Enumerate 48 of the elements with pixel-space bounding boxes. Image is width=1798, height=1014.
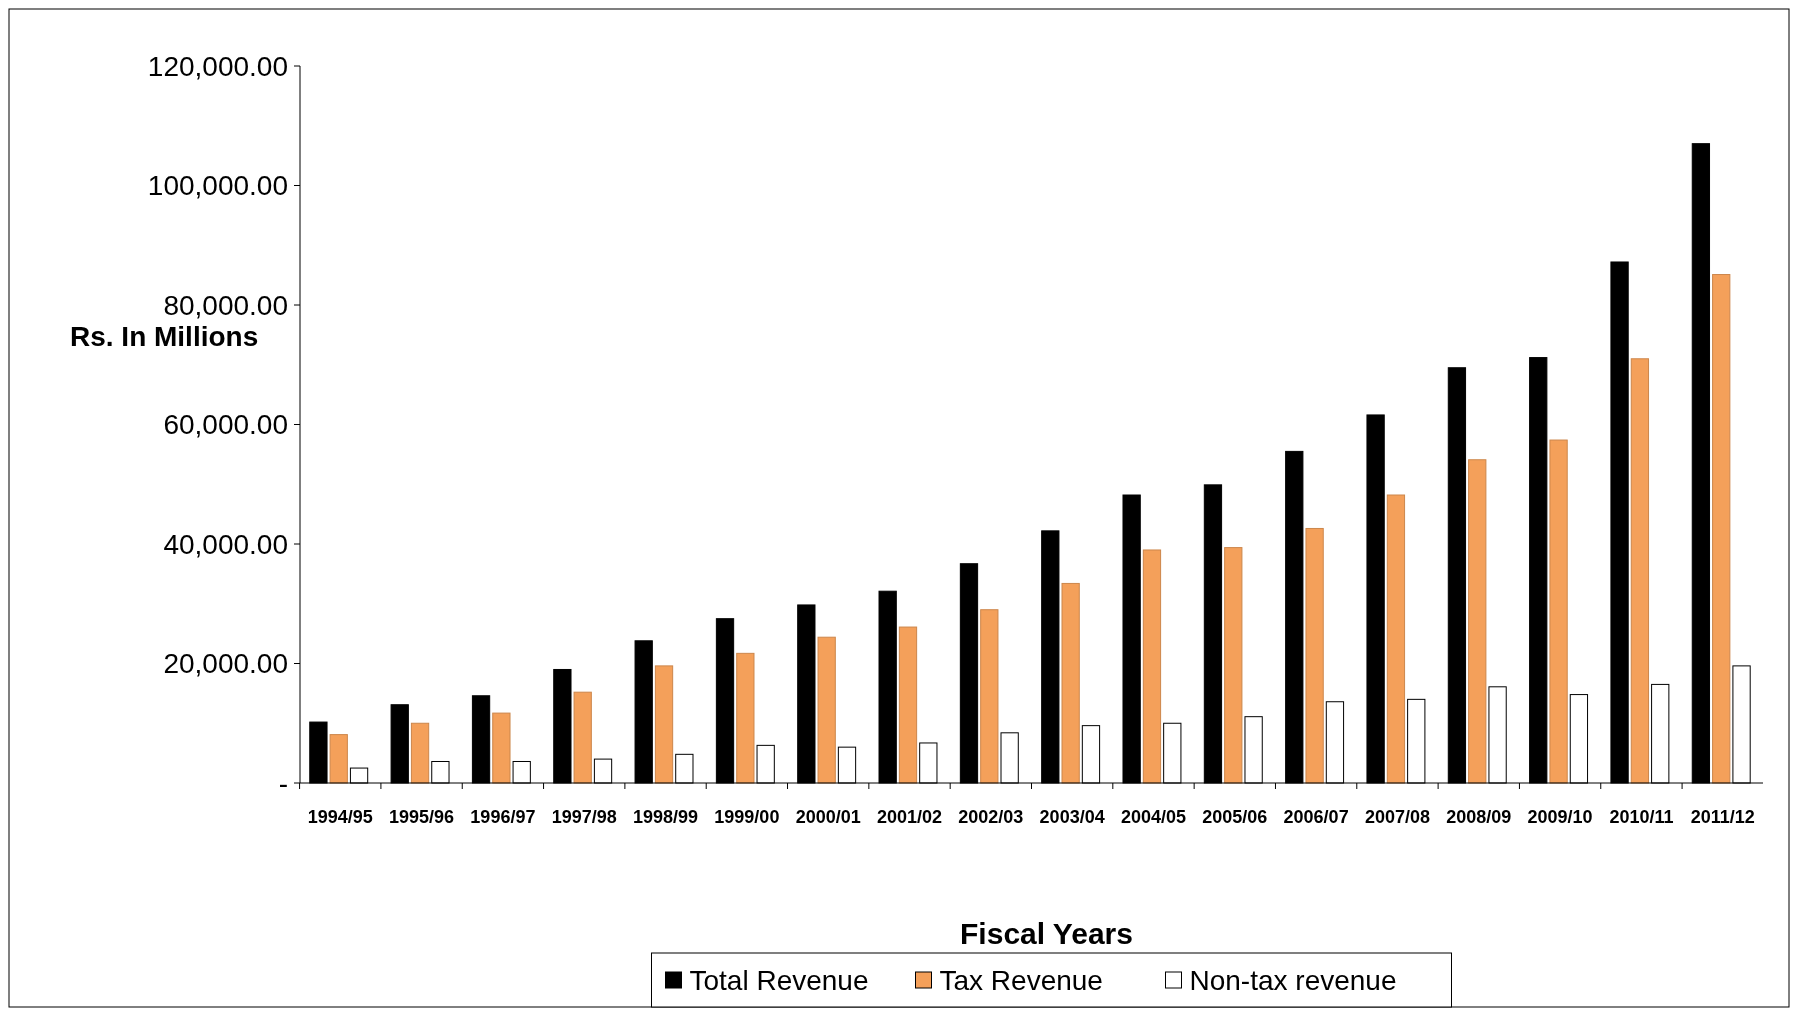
x-tick-label: 1994/95 [307,807,373,827]
bar [1224,547,1243,784]
y-axis-title: Rs. In Millions [70,321,259,352]
bar [1386,494,1406,784]
x-tick-label: 2004/05 [1120,807,1187,827]
x-tick-label: 1998/99 [633,807,699,827]
x-tick-label: 2011/12 [1690,807,1755,827]
legend-label: Tax Revenue [939,965,1103,996]
y-tick-label: 100,000.00 [147,170,288,202]
x-tick-label: 2009/10 [1527,807,1593,827]
bar [654,665,674,784]
bar [492,712,511,784]
bar [980,609,999,784]
bar [1549,439,1568,784]
bar [1305,527,1324,784]
y-tick-label: 20,000.00 [163,648,288,680]
legend-label: Non-tax revenue [1189,965,1397,996]
bar [1468,459,1487,784]
y-tick-label: 40,000.00 [163,528,288,560]
y-tick-label: - [278,767,288,799]
x-tick-label: 2001/02 [876,807,943,827]
bar [410,722,430,784]
x-axis-title: Fiscal Years [960,917,1133,950]
bar [1061,582,1080,784]
x-tick-label: 2006/07 [1283,807,1349,827]
y-tick-label: 80,000.00 [163,289,288,321]
x-tick-label: 2002/03 [958,807,1024,827]
bar [573,691,592,784]
x-tick-label: 1999/00 [714,807,780,827]
bar [1630,358,1650,784]
y-tick-label: 120,000.00 [147,50,288,82]
x-tick-label: 1995/96 [389,807,455,827]
y-tick-label: 60,000.00 [163,409,288,441]
legend-label: Total Revenue [689,965,869,996]
bar [329,734,348,784]
x-tick-label: 2010/11 [1609,807,1674,827]
x-tick-label: 2005/06 [1202,807,1268,827]
x-tick-label: 1997/98 [551,807,617,827]
x-tick-label: 2008/09 [1446,807,1512,827]
x-tick-label: 1996/97 [470,807,536,827]
x-tick-label: 2003/04 [1039,807,1105,827]
bar [817,636,836,784]
x-tick-label: 2000/01 [795,807,861,827]
x-tick-label: 2007/08 [1364,807,1430,827]
bar [1142,549,1162,784]
bar [898,626,918,784]
bar [736,652,755,784]
bar [1712,274,1731,784]
